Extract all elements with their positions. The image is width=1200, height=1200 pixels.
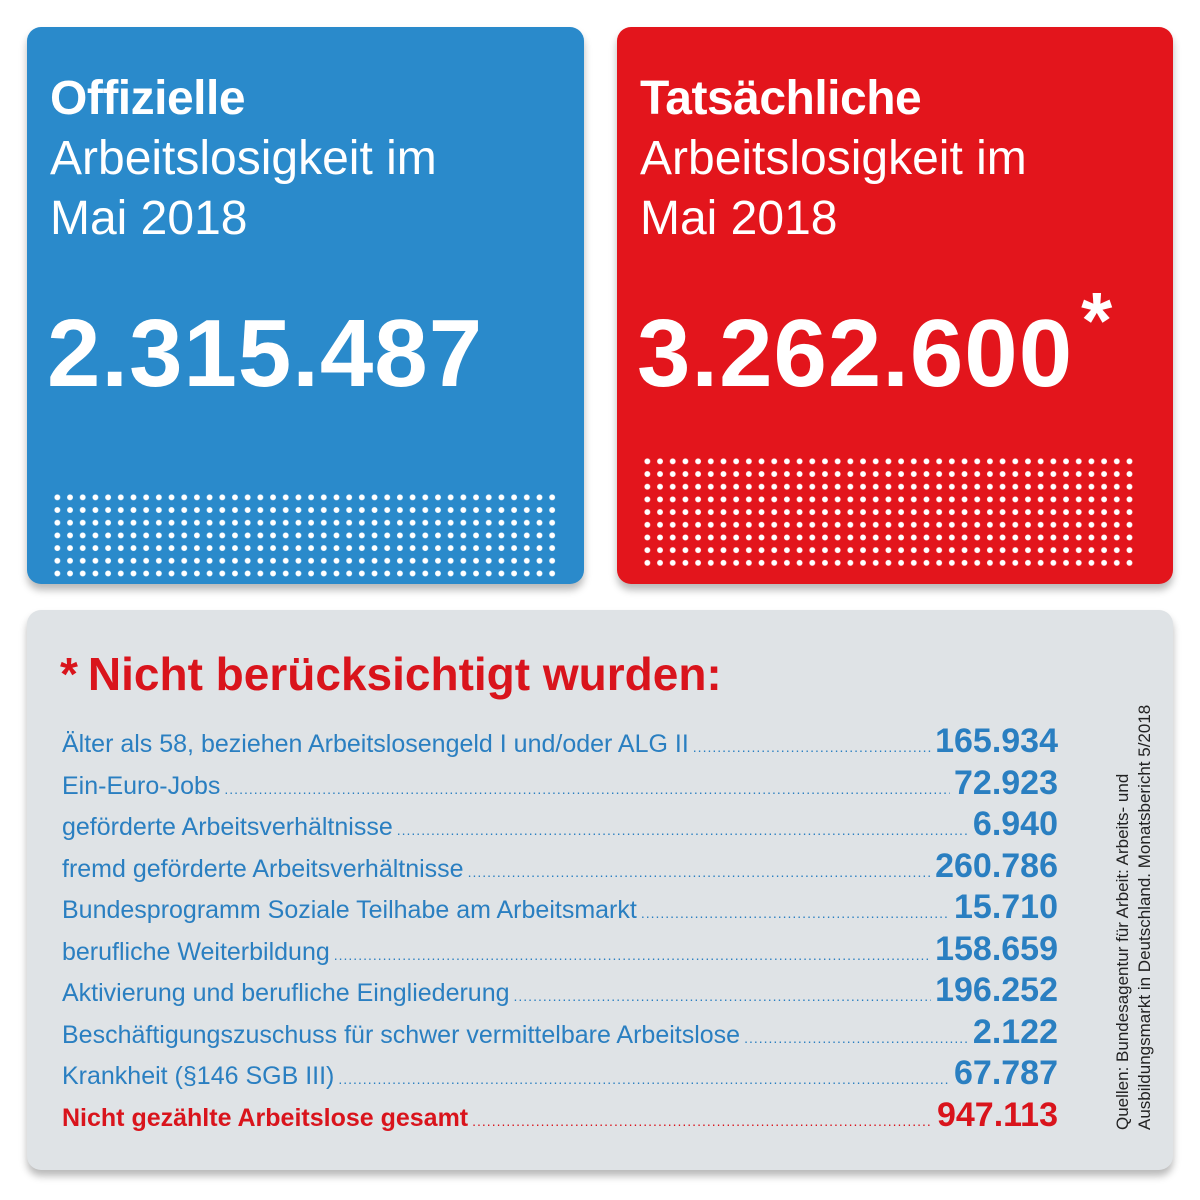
list-item-label: Bundesprogramm Soziale Teilhabe am Arbei… [62,896,637,924]
list-item-label: fremd geförderte Arbeitsverhältnisse [62,854,464,883]
dot-leader [693,739,931,755]
list-item-value: 72.923 [954,763,1058,802]
dot-leader [468,864,932,880]
list-item: Beschäftigungszuschuss für schwer vermit… [62,1013,1058,1055]
official-heading-line3: Mai 2018 [50,192,248,245]
list-item-label: Ein-Euro-Jobs [62,771,221,800]
source-line-1: Quellen: Bundesagentur für Arbeit: Arbei… [1113,773,1132,1130]
list-item: geförderte Arbeitsverhältnisse 6.940 [62,805,1058,847]
list-item: Krankheit (§146 SGB III) 67.787 [62,1054,1058,1096]
list-item-value: 165.934 [935,722,1058,760]
dot-leader [338,1071,950,1087]
list-item: Älter als 58, beziehen Arbeitslosengeld … [62,722,1058,764]
actual-number-asterisk: * [1081,276,1114,365]
list-item: Ein-Euro-Jobs 72.923 [62,764,1058,806]
list-item-label: geförderte Arbeitsverhältnisse [62,813,393,841]
list-item-label: Krankheit (§146 SGB III) [62,1062,335,1090]
list-item-label: Aktivierung und berufliche Eingliederung [62,979,510,1007]
dot-leader [224,781,950,797]
list-item: berufliche Weiterbildung 158.659 [62,930,1058,972]
official-heading-bold: Offizielle [50,72,246,125]
list-item-label: Älter als 58, beziehen Arbeitslosengeld … [62,730,689,758]
list-item: fremd geförderte Arbeitsverhältnisse 260… [62,847,1058,889]
official-number-value: 2.315.487 [47,300,484,407]
dot-leader [472,1113,933,1129]
list-item-value: 196.252 [935,971,1058,1009]
list-item-value: 6.940 [972,805,1058,843]
list-item: Bundesprogramm Soziale Teilhabe am Arbei… [62,888,1058,930]
actual-heading-line3: Mai 2018 [640,192,838,245]
official-heading: Offizielle Arbeitslosigkeit im Mai 2018 [50,69,574,249]
not-counted-title: * Nicht berücksichtigt wurden: [60,646,722,702]
list-item-label: Beschäftigungszuschuss für schwer vermit… [62,1020,741,1049]
official-dot-pattern [51,491,559,577]
source-line-2: Ausbildungsmarkt in Deutschland. Monatsb… [1135,704,1154,1130]
dot-leader [334,947,931,963]
actual-number-value: 3.262.600 [637,300,1074,407]
actual-unemployment-card: Tatsächliche Arbeitslosigkeit im Mai 201… [617,27,1173,584]
dot-leader [641,905,950,921]
dot-leader [397,822,969,838]
not-counted-panel: * Nicht berücksichtigt wurden: Älter als … [27,610,1173,1170]
total-value: 947.113 [936,1095,1058,1134]
dot-leader [514,988,932,1004]
not-counted-title-text: Nicht berücksichtigt wurden: [87,648,722,700]
actual-dot-pattern [641,455,1137,569]
list-item-value: 158.659 [935,929,1058,968]
list-item-value: 260.786 [935,846,1058,885]
official-unemployment-card: Offizielle Arbeitslosigkeit im Mai 2018 … [27,27,584,584]
total-row: Nicht gezählte Arbeitslose gesamt 947.11… [62,1096,1058,1138]
list-item-label: berufliche Weiterbildung [62,937,330,966]
list-item: Aktivierung und berufliche Eingliederung… [62,971,1058,1013]
actual-number: 3.262.600 * [637,276,1113,414]
list-item-value: 15.710 [954,888,1058,926]
official-number: 2.315.487 [47,299,483,409]
source-note: Quellen: Bundesagentur für Arbeit: Arbei… [1112,650,1156,1130]
list-item-value: 2.122 [972,1012,1058,1051]
total-label: Nicht gezählte Arbeitslose gesamt [62,1103,469,1132]
actual-heading-line2: Arbeitslosigkeit im [640,132,1027,185]
not-counted-asterisk: * [60,648,78,700]
list-item-value: 67.787 [954,1054,1058,1092]
actual-heading-bold: Tatsächliche [640,72,922,125]
not-counted-list: Älter als 58, beziehen Arbeitslosengeld … [62,722,1058,1137]
official-heading-line2: Arbeitslosigkeit im [50,132,437,185]
dot-leader [744,1030,969,1046]
actual-heading: Tatsächliche Arbeitslosigkeit im Mai 201… [640,69,1163,249]
